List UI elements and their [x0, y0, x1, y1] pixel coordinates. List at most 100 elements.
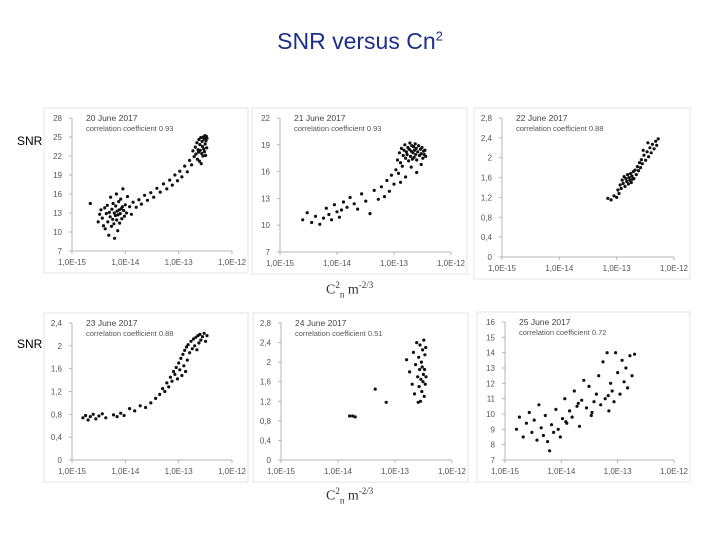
- panel-frame: [473, 107, 691, 280]
- panel-correlation-annotation: correlation coefficient 0.93: [294, 124, 381, 133]
- data-point: [188, 158, 192, 162]
- x-tick-label: 1,0E-15: [491, 467, 520, 476]
- data-point: [592, 400, 596, 404]
- data-point: [580, 398, 584, 402]
- data-point: [537, 403, 541, 407]
- data-point: [421, 372, 425, 376]
- data-point: [568, 409, 572, 413]
- data-point: [204, 339, 208, 343]
- panel-correlation-annotation: correlation coefficient 0.51: [295, 329, 382, 338]
- data-point: [599, 403, 603, 407]
- data-point: [404, 175, 408, 179]
- data-point: [609, 198, 613, 202]
- y-tick-label: 8: [491, 441, 496, 450]
- data-point: [635, 165, 640, 169]
- data-point: [384, 400, 388, 404]
- data-point: [329, 218, 334, 222]
- data-point: [376, 197, 380, 201]
- data-point: [630, 374, 634, 378]
- data-point: [541, 433, 546, 438]
- data-point: [348, 414, 352, 418]
- data-point: [98, 212, 102, 216]
- data-point: [618, 183, 622, 187]
- scatter-panel: 0 0,4 0,8 1,2 1,6 2 2,4 1,0E-15 1,0E-14 1,0E-13 1,…: [43, 312, 249, 483]
- data-point: [313, 214, 318, 218]
- panel-date-label: 22 June 2017: [516, 113, 568, 123]
- data-point: [420, 365, 424, 369]
- data-point: [417, 385, 421, 389]
- y-tick-label: 2,4: [481, 134, 493, 143]
- data-point: [408, 370, 412, 374]
- y-tick-label: 16: [486, 318, 495, 327]
- data-point: [422, 394, 426, 398]
- data-point: [645, 150, 649, 154]
- data-point: [202, 147, 206, 151]
- data-point: [84, 413, 88, 418]
- data-point: [623, 184, 627, 189]
- data-point: [352, 202, 356, 206]
- data-point: [182, 364, 186, 368]
- data-point: [414, 363, 418, 367]
- data-point: [198, 148, 202, 152]
- data-point: [646, 141, 650, 145]
- data-point: [100, 412, 104, 416]
- data-point: [423, 367, 427, 372]
- data-point: [549, 423, 554, 427]
- data-point: [129, 212, 133, 216]
- data-point: [546, 440, 550, 444]
- data-point: [414, 153, 418, 157]
- y-tick-label: 2,4: [260, 339, 272, 348]
- data-point: [615, 195, 619, 199]
- data-point: [116, 229, 120, 233]
- y-tick-label: 1,2: [481, 193, 493, 202]
- data-point: [401, 153, 405, 158]
- data-point: [420, 389, 424, 394]
- data-point: [639, 158, 644, 162]
- x-tick-label: 1,0E-14: [545, 264, 574, 273]
- data-point: [624, 366, 628, 370]
- data-point: [620, 178, 624, 182]
- data-point: [606, 394, 610, 398]
- panel-correlation-annotation: correlation coefficient 0.93: [86, 124, 173, 133]
- data-point: [154, 396, 158, 400]
- data-point: [560, 417, 565, 421]
- data-point: [621, 181, 625, 186]
- data-point: [112, 211, 116, 215]
- data-point: [629, 180, 633, 185]
- data-point: [607, 409, 611, 413]
- data-point: [423, 148, 427, 152]
- scatter-panel: 7 10 13 16 19 22 1,0E-15 1,0E-14 1,0E-13 1,0E-12 2…: [251, 107, 468, 275]
- data-point: [652, 147, 656, 151]
- data-point: [415, 341, 419, 345]
- data-point: [587, 384, 591, 388]
- data-point: [184, 369, 188, 374]
- scatter-panel: 7 10 13 16 19 22 25 28 1,0E-15 1,0E-14 1,0E-13 1,0E…: [43, 107, 249, 274]
- x-tick-label: 1,0E-13: [603, 264, 632, 273]
- y-tick-label: 0: [58, 456, 63, 465]
- data-point: [178, 368, 182, 372]
- x-axis-unit-top-row: C2n m-2/3: [326, 280, 374, 300]
- y-axis-label-top-row: SNR: [17, 134, 43, 148]
- data-point: [181, 352, 185, 356]
- data-point: [109, 195, 113, 199]
- y-tick-label: 2: [267, 358, 272, 367]
- x-tick-label: 1,0E-14: [323, 259, 352, 268]
- data-point: [113, 236, 117, 240]
- data-point: [634, 173, 638, 177]
- data-point: [570, 415, 574, 419]
- data-point: [189, 339, 193, 343]
- data-point: [532, 418, 536, 422]
- data-point: [655, 143, 659, 147]
- x-tick-label: 1,0E-15: [58, 258, 87, 267]
- data-point: [301, 218, 305, 222]
- data-point: [128, 205, 132, 209]
- data-point: [421, 156, 425, 160]
- data-point: [198, 143, 202, 147]
- x-tick-label: 1,0E-13: [381, 467, 410, 476]
- data-point: [114, 192, 118, 196]
- data-point: [396, 171, 401, 175]
- data-point: [122, 413, 126, 418]
- data-point: [190, 163, 194, 167]
- data-point: [530, 430, 534, 434]
- data-point: [177, 361, 181, 365]
